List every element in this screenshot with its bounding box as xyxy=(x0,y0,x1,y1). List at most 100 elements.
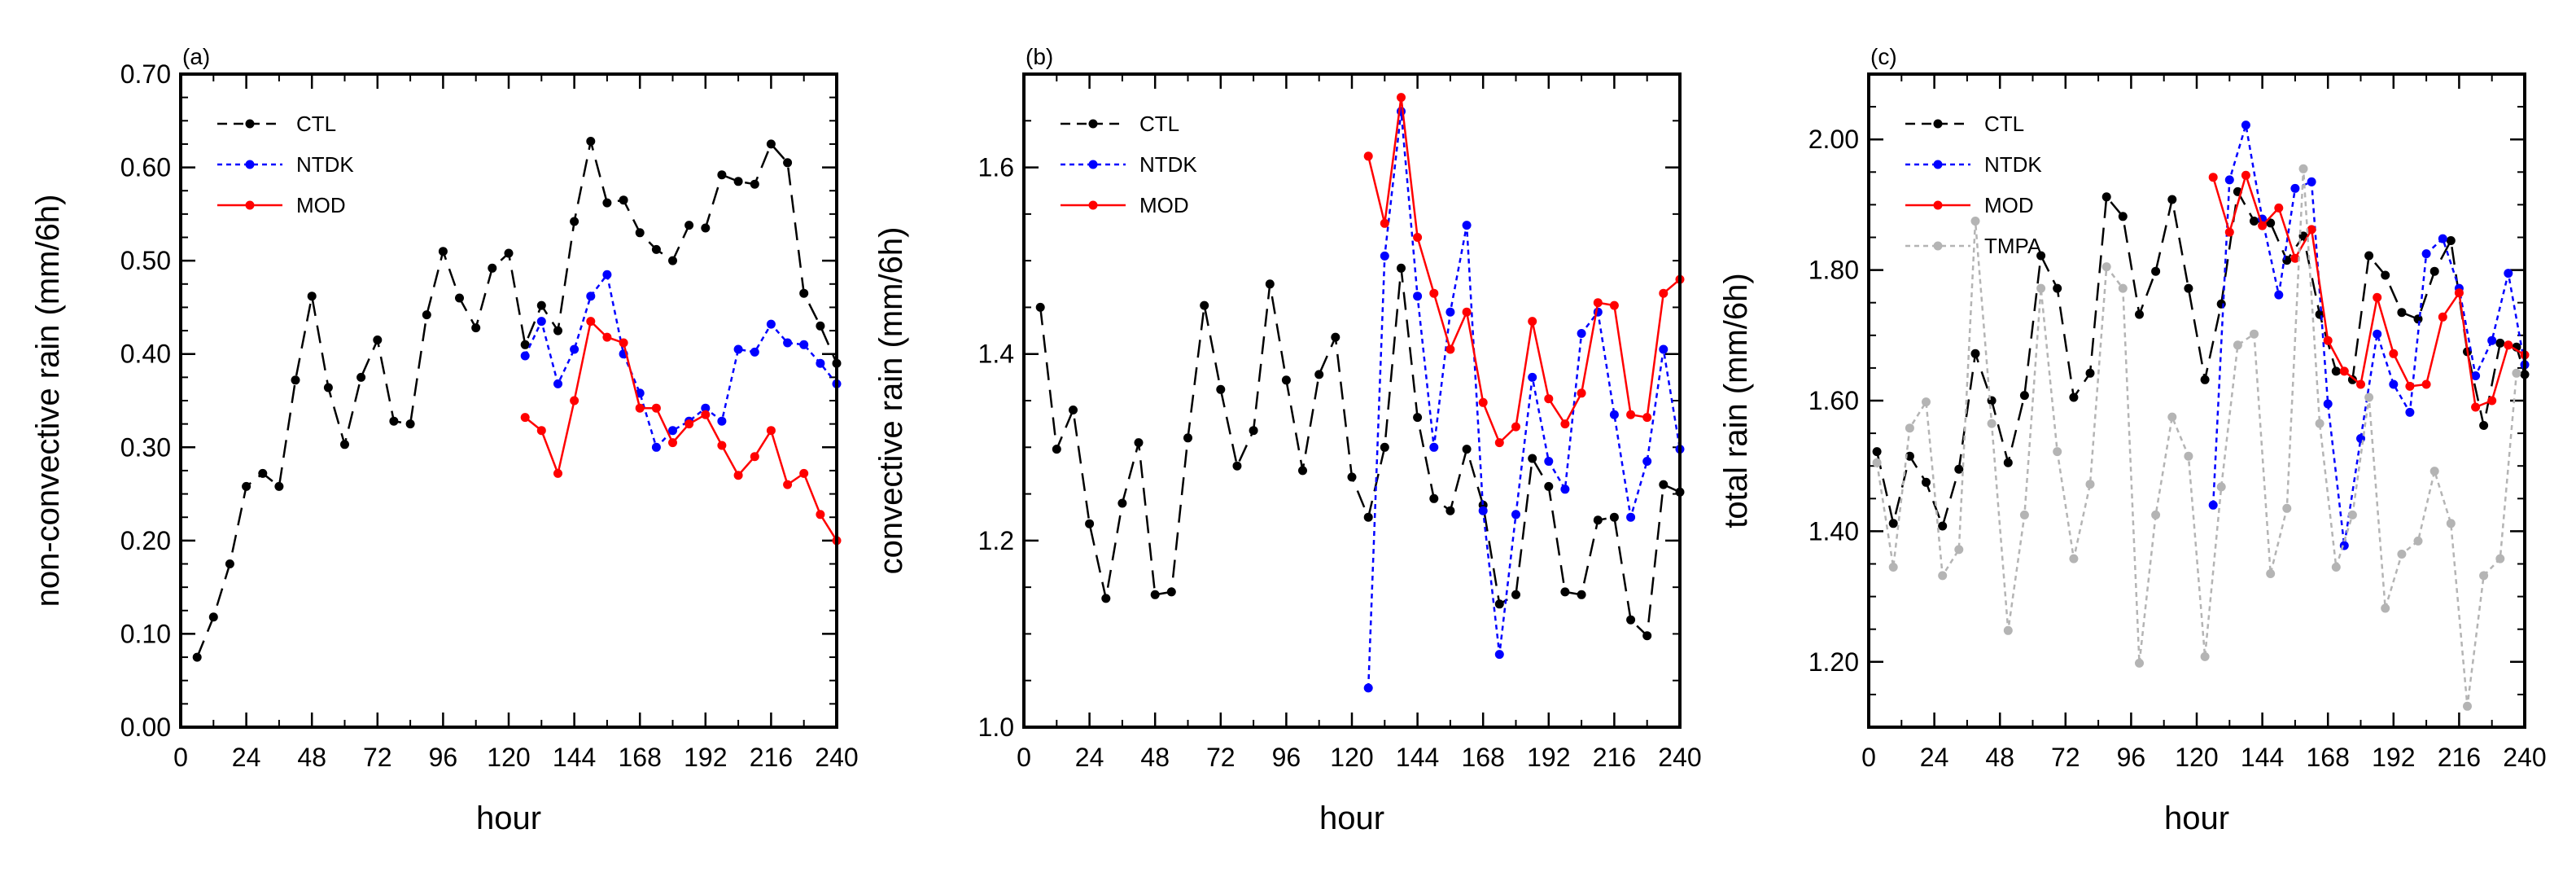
data-point-ctl xyxy=(1954,464,1964,474)
data-point-ntdk xyxy=(1478,506,1488,515)
data-point-tmpa xyxy=(2364,392,2374,402)
data-point-mod xyxy=(766,426,776,436)
data-point-ntdk xyxy=(2471,371,2481,380)
x-tick-label: 168 xyxy=(1462,743,1505,772)
y-tick-label: 1.20 xyxy=(1808,647,1859,677)
series-line-ntdk xyxy=(1367,111,1682,688)
legend-marker-mod xyxy=(1933,200,1943,210)
data-point-tmpa xyxy=(2036,283,2046,293)
data-point-ctl xyxy=(1922,477,1931,487)
data-point-tmpa xyxy=(2429,467,2439,476)
y-axis-label: total rain (mm/6h) xyxy=(1718,273,1754,528)
data-point-ctl xyxy=(2250,217,2259,226)
data-point-tmpa xyxy=(2118,283,2128,293)
data-point-mod xyxy=(1494,438,1504,448)
data-point-tmpa xyxy=(2347,510,2357,520)
data-point-mod xyxy=(684,419,694,429)
data-point-ntdk xyxy=(668,426,677,436)
data-point-ctl xyxy=(1363,512,1373,522)
data-point-ctl xyxy=(2381,270,2390,280)
x-tick-label: 48 xyxy=(297,743,326,772)
x-tick-label: 120 xyxy=(487,743,530,772)
data-point-ctl xyxy=(2347,375,2357,384)
data-point-ctl xyxy=(2266,218,2276,228)
data-point-ctl xyxy=(1281,375,1291,385)
legend-marker-ntdk xyxy=(1933,160,1943,169)
x-tick-label: 96 xyxy=(2117,743,2146,772)
x-tick-label: 24 xyxy=(1920,743,1949,772)
x-tick-label: 0 xyxy=(1861,743,1876,772)
data-point-tmpa xyxy=(2266,569,2276,578)
data-point-ctl xyxy=(1593,515,1603,525)
data-point-ctl xyxy=(2101,192,2111,202)
series-line-ntdk xyxy=(524,272,838,449)
data-point-ntdk xyxy=(1528,372,1537,382)
data-point-tmpa xyxy=(1872,458,1882,467)
data-point-mod xyxy=(2307,225,2316,235)
data-point-ntdk xyxy=(1577,329,1586,338)
data-point-ctl xyxy=(1626,615,1636,625)
legend-marker-ntdk xyxy=(1088,160,1098,169)
y-tick-label: 0.50 xyxy=(120,246,171,275)
x-tick-label: 72 xyxy=(363,743,392,772)
series-line-mod xyxy=(1367,97,1681,445)
legend-marker-ctl xyxy=(1933,119,1943,129)
data-point-mod xyxy=(1577,388,1586,398)
data-point-ctl xyxy=(242,481,251,491)
data-point-mod xyxy=(1659,288,1668,298)
data-point-ctl xyxy=(1445,506,1455,515)
y-tick-label: 1.60 xyxy=(1808,386,1859,415)
x-tick-label: 96 xyxy=(429,743,458,772)
plot-frame xyxy=(179,72,838,729)
chart-panel-2: (b) 0 24 48 72 96 120 144 168 192 216 240 1.0 1.2 1.4 1… xyxy=(873,44,1702,836)
data-point-ctl xyxy=(225,559,234,568)
panel-label: (b) xyxy=(1026,44,1053,69)
data-point-ctl xyxy=(1494,599,1504,609)
data-point-ctl xyxy=(373,335,383,344)
data-point-ntdk xyxy=(1462,221,1472,230)
x-tick-label: 240 xyxy=(2503,743,2546,772)
data-point-tmpa xyxy=(2184,451,2193,461)
data-point-mod xyxy=(635,403,645,413)
data-point-tmpa xyxy=(1938,571,1948,581)
data-point-mod xyxy=(717,441,727,450)
data-point-ctl xyxy=(2036,251,2046,261)
data-point-ctl xyxy=(553,326,562,335)
data-point-ctl xyxy=(2479,421,2489,430)
series-line-ctl xyxy=(196,141,838,658)
data-point-ctl xyxy=(2019,391,2029,401)
data-point-ntdk xyxy=(2307,177,2316,186)
data-point-mod xyxy=(1560,419,1570,429)
x-tick-label: 96 xyxy=(1272,743,1301,772)
data-point-ctl xyxy=(602,198,612,208)
data-point-tmpa xyxy=(1905,423,1914,433)
legend-label-ctl: CTL xyxy=(1139,112,1179,136)
legend-marker-mod xyxy=(245,200,255,210)
data-point-tmpa xyxy=(2101,262,2111,272)
data-point-ctl xyxy=(2085,368,2095,378)
data-point-ntdk xyxy=(1642,457,1652,466)
data-point-mod xyxy=(2471,402,2481,412)
data-point-tmpa xyxy=(2200,651,2210,661)
data-point-ctl xyxy=(1462,445,1472,454)
data-point-ctl xyxy=(258,468,268,478)
series-line-mod xyxy=(524,319,838,542)
data-point-tmpa xyxy=(2479,571,2489,581)
x-axis-label: hour xyxy=(476,800,541,836)
y-tick-label: 0.30 xyxy=(120,432,171,462)
x-tick-label: 0 xyxy=(1017,743,1031,772)
data-point-ctl xyxy=(2495,338,2505,348)
data-point-ntdk xyxy=(2241,121,2250,130)
data-point-mod xyxy=(2323,335,2333,345)
x-tick-label: 24 xyxy=(1075,743,1104,772)
data-point-ntdk xyxy=(2487,335,2497,345)
data-point-mod xyxy=(2339,366,2349,376)
data-point-mod xyxy=(2274,203,2284,213)
data-point-tmpa xyxy=(2233,340,2242,350)
data-point-mod xyxy=(799,468,809,478)
data-point-tmpa xyxy=(1970,217,1980,226)
data-point-mod xyxy=(2405,381,2415,391)
data-point-mod xyxy=(2504,340,2513,350)
data-point-ctl xyxy=(1413,413,1423,423)
x-axis-label: hour xyxy=(2164,800,2229,836)
